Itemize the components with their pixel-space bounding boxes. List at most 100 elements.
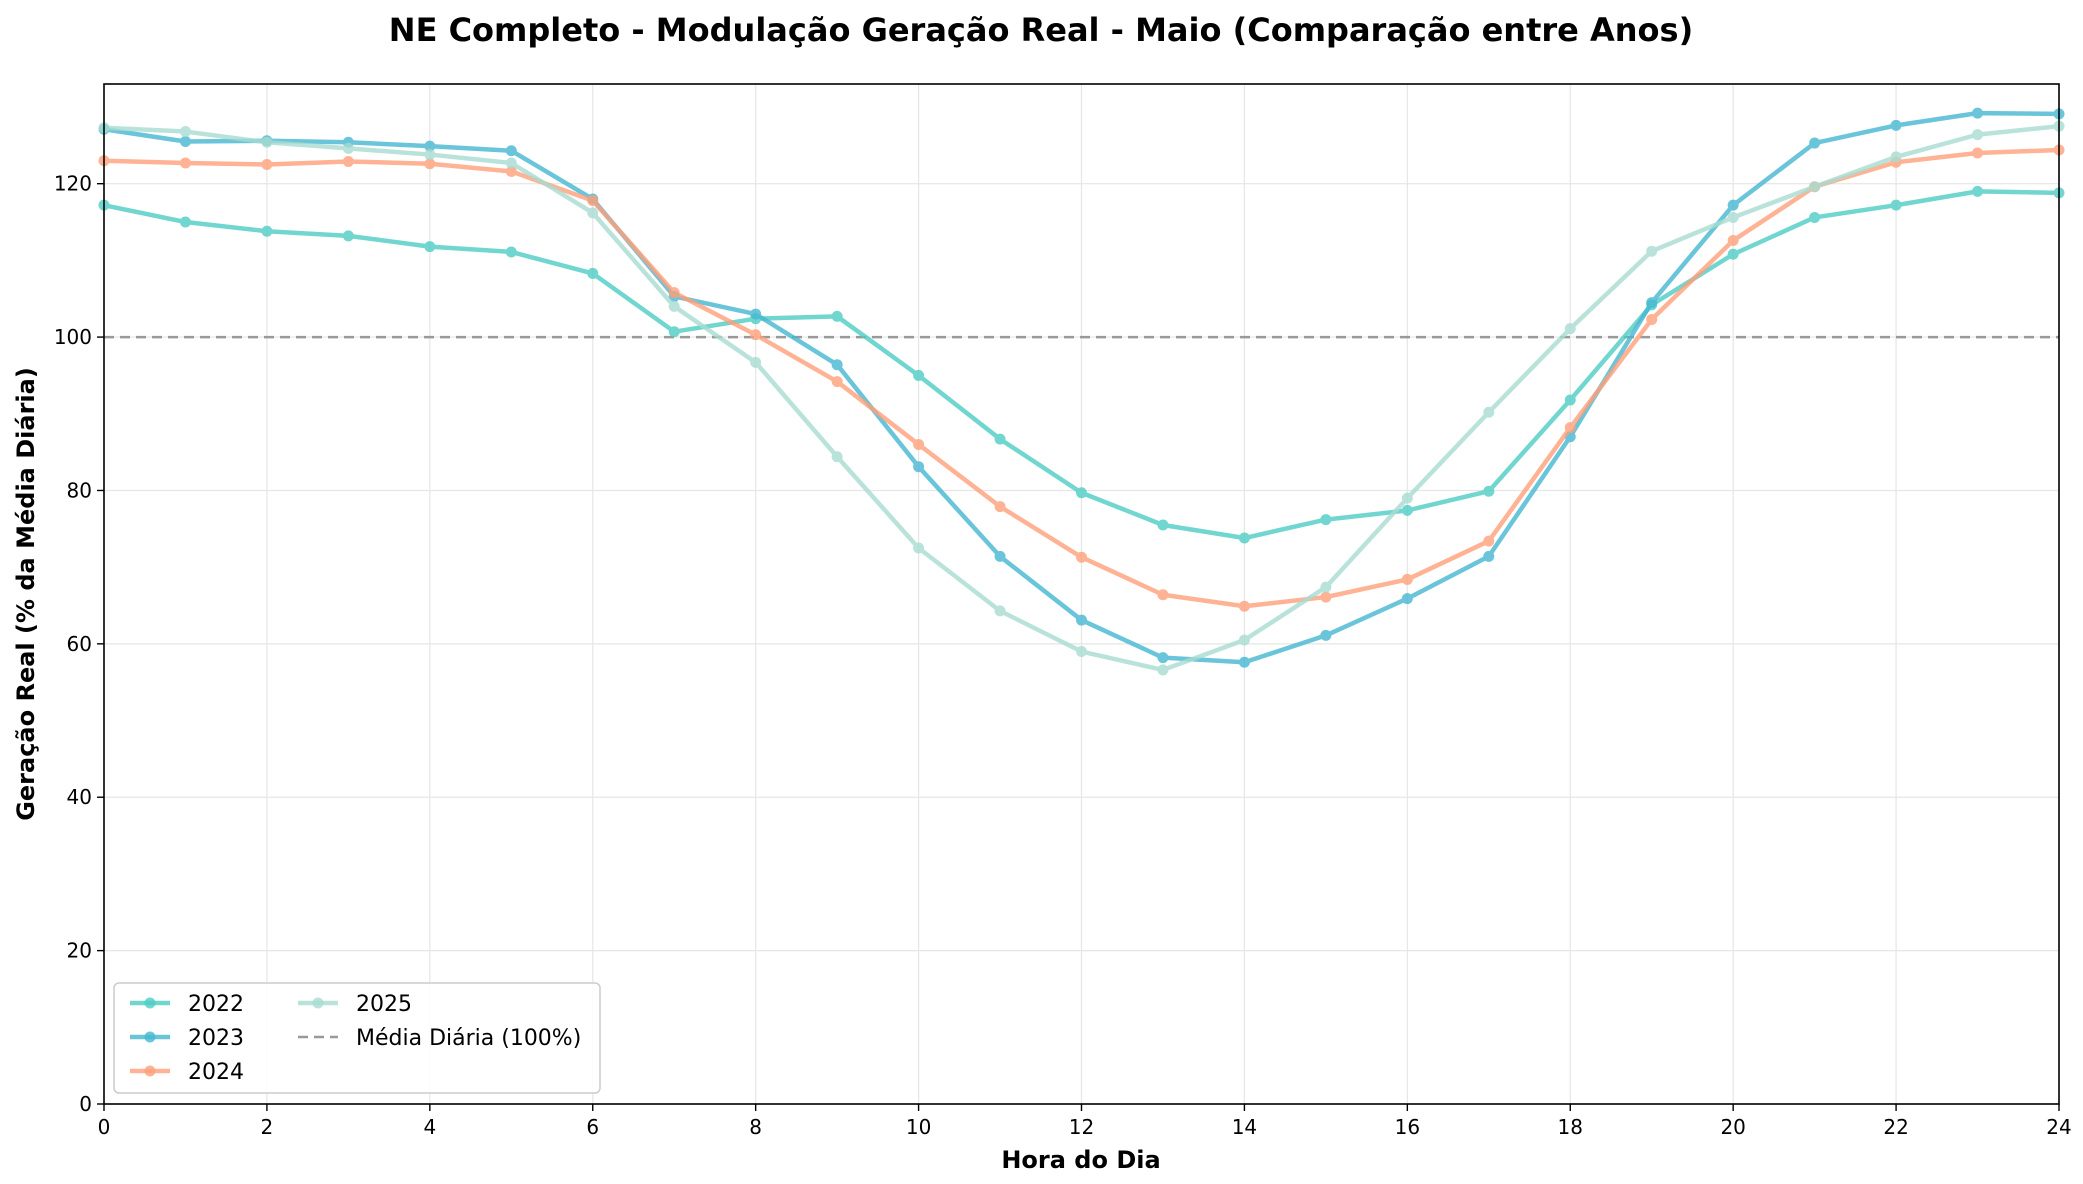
data-point-2022 <box>424 241 436 253</box>
data-point-2024 <box>1157 589 1169 601</box>
data-point-2023 <box>913 461 925 473</box>
data-point-2025 <box>342 142 354 154</box>
data-point-2022 <box>1483 485 1495 497</box>
x-tick-label: 22 <box>1883 1115 1908 1139</box>
x-tick-label: 20 <box>1720 1115 1745 1139</box>
data-point-2023 <box>1727 199 1739 211</box>
y-tick-label: 80 <box>67 478 92 502</box>
data-point-2025 <box>1727 211 1739 223</box>
data-point-2022 <box>668 326 680 338</box>
x-tick-label: 4 <box>423 1115 436 1139</box>
x-tick-label: 12 <box>1069 1115 1094 1139</box>
legend-label: 2022 <box>188 992 244 1017</box>
data-point-2024 <box>1564 422 1576 434</box>
x-tick-label: 14 <box>1232 1115 1257 1139</box>
data-point-2025 <box>1809 181 1821 193</box>
data-point-2025 <box>1890 151 1902 163</box>
series-2025 <box>98 120 2065 676</box>
data-point-2024 <box>1238 600 1250 612</box>
data-point-2024 <box>342 155 354 167</box>
data-point-2022 <box>1401 504 1413 516</box>
data-point-2022 <box>1076 487 1087 499</box>
y-tick-label: 100 <box>54 325 92 349</box>
data-point-2025 <box>994 605 1006 617</box>
y-tick-label: 40 <box>67 785 92 809</box>
data-point-2023 <box>750 308 762 320</box>
data-point-2022 <box>261 225 273 237</box>
data-point-2025 <box>1320 581 1332 593</box>
data-point-2023 <box>1401 593 1413 605</box>
legend-marker <box>312 997 324 1009</box>
data-point-2025 <box>1401 492 1413 504</box>
legend-marker <box>144 1031 156 1043</box>
x-tick-label: 2 <box>261 1115 274 1139</box>
data-point-2024 <box>994 501 1006 513</box>
y-tick-label: 60 <box>67 632 92 656</box>
data-point-2024 <box>1483 535 1495 547</box>
legend-entry-2023: 2023 <box>130 1026 244 1051</box>
series-2022 <box>98 185 2065 544</box>
chart-title: NE Completo - Modulação Geração Real - M… <box>389 11 1693 49</box>
data-point-2025 <box>1972 129 1984 141</box>
legend-entry-reference: Média Diária (100%) <box>298 1026 581 1051</box>
data-point-2023 <box>179 136 191 148</box>
y-tick-label: 0 <box>79 1092 92 1116</box>
data-point-2025 <box>1564 323 1576 335</box>
legend-marker <box>144 1065 156 1077</box>
data-point-2024 <box>913 438 925 450</box>
data-point-2022 <box>1157 519 1169 531</box>
data-point-2024 <box>179 157 191 169</box>
data-point-2025 <box>1238 634 1250 646</box>
data-point-2022 <box>1238 532 1250 544</box>
data-point-2025 <box>831 451 843 463</box>
data-point-2025 <box>1483 406 1495 418</box>
data-point-2024 <box>261 159 273 171</box>
data-point-2024 <box>1972 147 1984 159</box>
data-point-2025 <box>1076 646 1087 658</box>
legend-marker <box>144 997 156 1009</box>
legend-label: Média Diária (100%) <box>356 1026 581 1051</box>
x-tick-label: 24 <box>2046 1115 2071 1139</box>
series-layer <box>98 107 2065 676</box>
legend-entry-2022: 2022 <box>130 992 244 1017</box>
data-point-2022 <box>587 267 599 279</box>
data-point-2025 <box>1157 664 1169 676</box>
data-point-2025 <box>668 300 680 312</box>
data-point-2025 <box>750 356 762 368</box>
data-point-2022 <box>1564 394 1576 406</box>
data-point-2023 <box>1809 137 1821 149</box>
data-point-2023 <box>1076 614 1087 626</box>
data-point-2023 <box>994 550 1006 562</box>
legend: 2022 2023 2024 2025 Média Diária (100%) <box>113 982 601 1094</box>
legend-box <box>113 982 601 1094</box>
data-point-2024 <box>587 195 599 207</box>
data-point-2023 <box>1483 550 1495 562</box>
data-point-2024 <box>750 329 762 341</box>
data-point-2022 <box>1320 514 1332 526</box>
data-point-2025 <box>913 542 925 554</box>
data-point-2025 <box>424 149 436 161</box>
x-axis-label: Hora do Dia <box>1001 1146 1160 1174</box>
legend-label: 2024 <box>188 1060 244 1085</box>
data-point-2022 <box>505 246 517 258</box>
data-point-2025 <box>1646 245 1658 257</box>
data-point-2023 <box>1972 107 1984 119</box>
data-point-2024 <box>668 287 680 299</box>
data-point-2022 <box>342 230 354 242</box>
data-point-2023 <box>424 140 436 152</box>
data-point-2022 <box>1809 211 1821 223</box>
data-point-2023 <box>1320 629 1332 641</box>
y-tick-label: 20 <box>67 939 92 963</box>
data-point-2022 <box>913 369 925 381</box>
data-point-2024 <box>505 165 517 177</box>
x-tick-label: 8 <box>749 1115 762 1139</box>
data-point-2025 <box>261 136 273 148</box>
data-point-2025 <box>505 157 517 169</box>
series-2024 <box>98 144 2065 612</box>
data-point-2024 <box>831 376 843 388</box>
data-point-2023 <box>1890 119 1902 131</box>
data-point-2024 <box>1727 234 1739 246</box>
legend-entry-2025: 2025 <box>298 992 412 1017</box>
